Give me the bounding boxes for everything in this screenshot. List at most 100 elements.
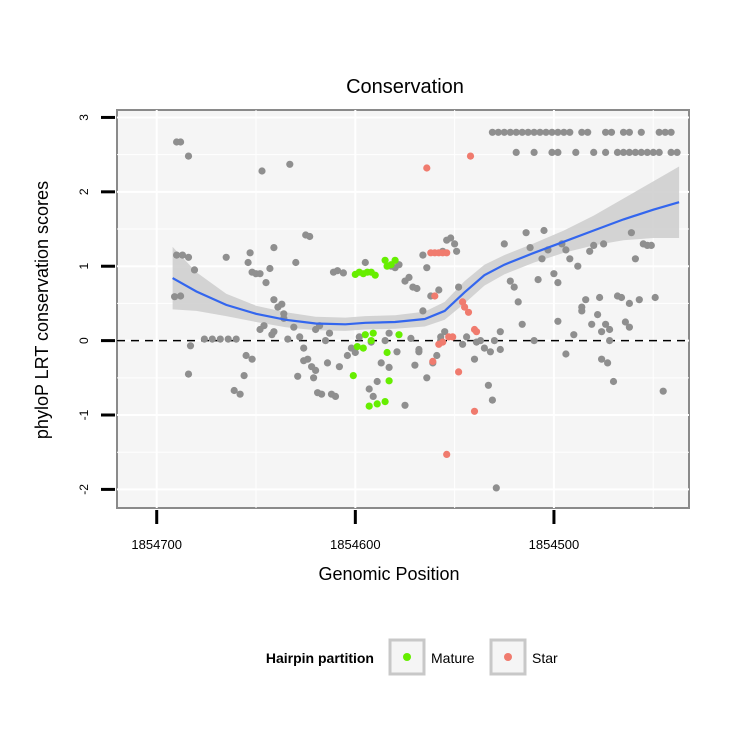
data-point-other [613,148,622,156]
data-point-other [447,234,455,242]
data-point-other [590,148,598,156]
data-points [171,128,681,492]
data-point-other [455,283,463,291]
data-point-other [572,148,580,156]
data-point-other [490,337,498,345]
data-point-other [522,229,530,237]
grid-lines [117,110,689,508]
data-point-other [590,241,598,249]
data-point-other [423,264,431,272]
data-point-other [488,396,496,404]
data-point-mature [365,402,373,410]
data-point-mature [381,398,389,406]
data-point-other [625,299,634,307]
data-point-other [562,350,570,358]
data-point-other [190,266,199,274]
data-point-other [530,337,538,345]
data-point-other [598,328,606,336]
data-point-other [582,296,590,304]
data-point-other [377,359,385,367]
data-point-other [488,128,496,136]
data-point-other [617,293,626,302]
data-point-other [526,244,534,252]
data-point-other [578,128,586,136]
data-point-other [480,344,488,352]
data-point-mature [361,331,369,339]
data-point-other [635,296,643,304]
data-point-other [667,128,675,136]
data-point-other [278,300,286,308]
data-point-other [631,148,640,156]
data-point-other [578,303,586,311]
data-point-other [365,385,373,393]
data-point-other [310,374,318,382]
data-point-star [464,308,473,316]
data-point-other [554,279,562,287]
data-point-other [619,128,628,136]
data-point-other [258,167,266,175]
y-tick-label: 0 [77,337,91,344]
data-point-star [466,152,475,160]
data-point-other [369,392,377,400]
data-point-other [586,247,594,255]
data-point-mature [353,343,361,351]
data-point-other [385,329,393,337]
data-point-other [184,152,193,160]
data-point-other [453,247,461,255]
data-point-other [627,229,636,237]
confidence-band-area [172,166,680,331]
data-point-other [256,270,264,278]
data-point-other [177,138,185,146]
data-point-other [224,335,232,343]
data-point-other [500,128,508,136]
data-point-star [429,357,437,365]
data-point-other [584,128,592,136]
data-point-other [184,253,193,261]
data-point-other [268,331,276,339]
data-point-other [441,328,449,336]
data-point-other [411,361,419,369]
data-point-other [300,357,308,365]
data-point-mature [395,331,403,339]
data-point-other [506,277,514,285]
data-point-other [619,148,628,156]
data-point-other [514,298,522,306]
data-point-other [492,484,500,492]
data-point-other [184,370,193,378]
data-point-other [596,293,604,302]
data-point-other [530,148,538,156]
data-point-other [548,148,556,156]
data-point-other [173,251,181,259]
data-point-other [331,392,340,400]
data-point-other [530,128,538,136]
y-tick-label: -2 [77,484,91,495]
data-point-other [463,333,471,341]
data-point-other [208,335,216,343]
data-point-other [405,273,413,281]
data-point-other [419,307,427,315]
data-point-other [325,329,334,337]
data-point-other [415,345,423,354]
legend-title: Hairpin partition [266,650,374,666]
data-point-other [536,128,544,136]
data-point-other [177,292,185,300]
data-point-other [419,251,427,259]
data-point-other [602,128,610,136]
data-point-other [339,269,347,277]
data-point-other [486,348,494,356]
data-point-other [306,232,314,241]
data-point-other [538,255,546,263]
data-point-other [594,311,602,319]
data-point-star [435,340,443,348]
data-point-other [643,148,651,156]
data-point-other [186,342,195,350]
data-point-other [510,283,518,291]
data-point-other [494,128,502,136]
data-point-other [560,128,568,136]
data-point-other [323,359,332,367]
data-point-other [343,351,351,360]
data-point-other [200,335,208,343]
data-point-other [673,148,681,156]
data-point-other [270,244,278,252]
